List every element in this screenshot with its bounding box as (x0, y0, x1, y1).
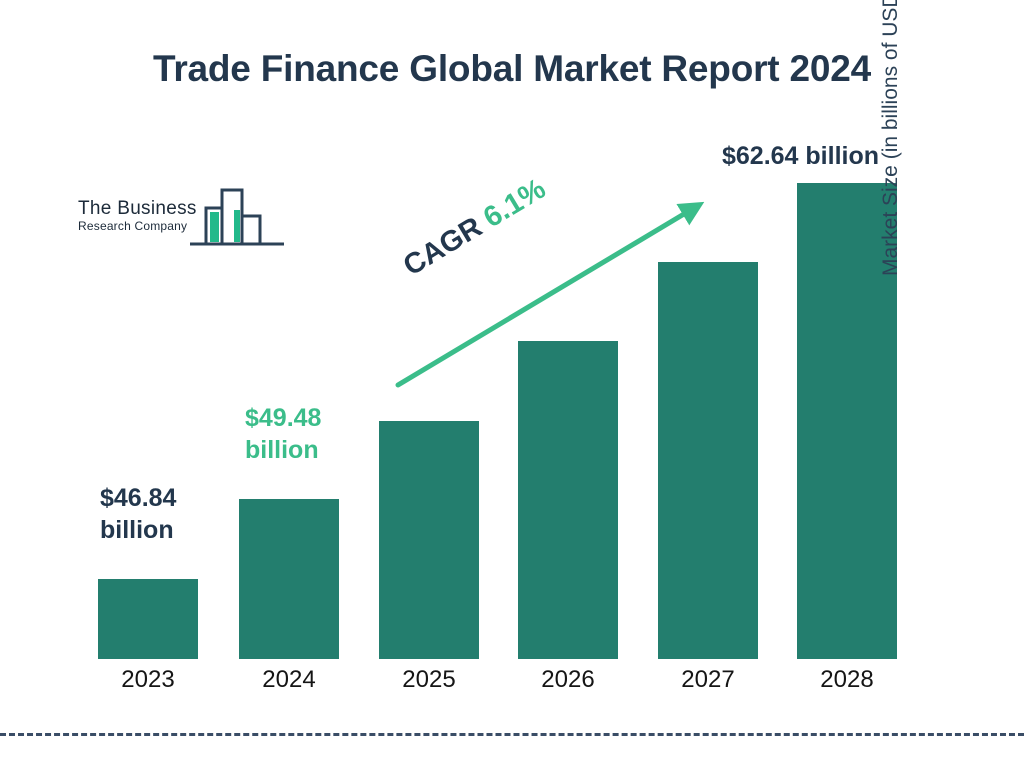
y-axis-label: Market Size (in billions of USD) (879, 0, 902, 276)
bar-chart-logo-mark (190, 188, 284, 246)
bar-2025 (379, 421, 479, 659)
cagr-annotation: CAGR 6.1% (398, 173, 552, 283)
company-logo: The Business Research Company (78, 186, 288, 258)
bar-2023 (98, 579, 198, 659)
xtick-2026: 2026 (541, 666, 595, 693)
logo-wordmark: The Business Research Company (78, 198, 198, 233)
value-label-2023: $46.84 billion (100, 484, 177, 544)
footer-divider (0, 733, 1024, 736)
bar-2027 (658, 262, 758, 659)
logo-line-1: The Business (78, 198, 197, 219)
value-label-2028: $62.64 billion (722, 142, 880, 170)
cagr-rate: 6.1% (478, 172, 552, 235)
bar-2028 (797, 183, 897, 659)
xtick-2023: 2023 (121, 666, 175, 693)
page-title: Trade Finance Global Market Report 2024 (152, 48, 872, 89)
xtick-2027: 2027 (681, 666, 735, 693)
cagr-word: CAGR (398, 211, 488, 283)
value-label-2024: $49.48 billion (245, 404, 322, 464)
xtick-2028: 2028 (820, 666, 874, 693)
bar-2024 (239, 499, 339, 659)
xtick-2024: 2024 (262, 666, 316, 693)
xtick-2025: 2025 (402, 666, 456, 693)
logo-line-2: Research Company (78, 219, 188, 233)
bar-2026 (518, 341, 618, 659)
